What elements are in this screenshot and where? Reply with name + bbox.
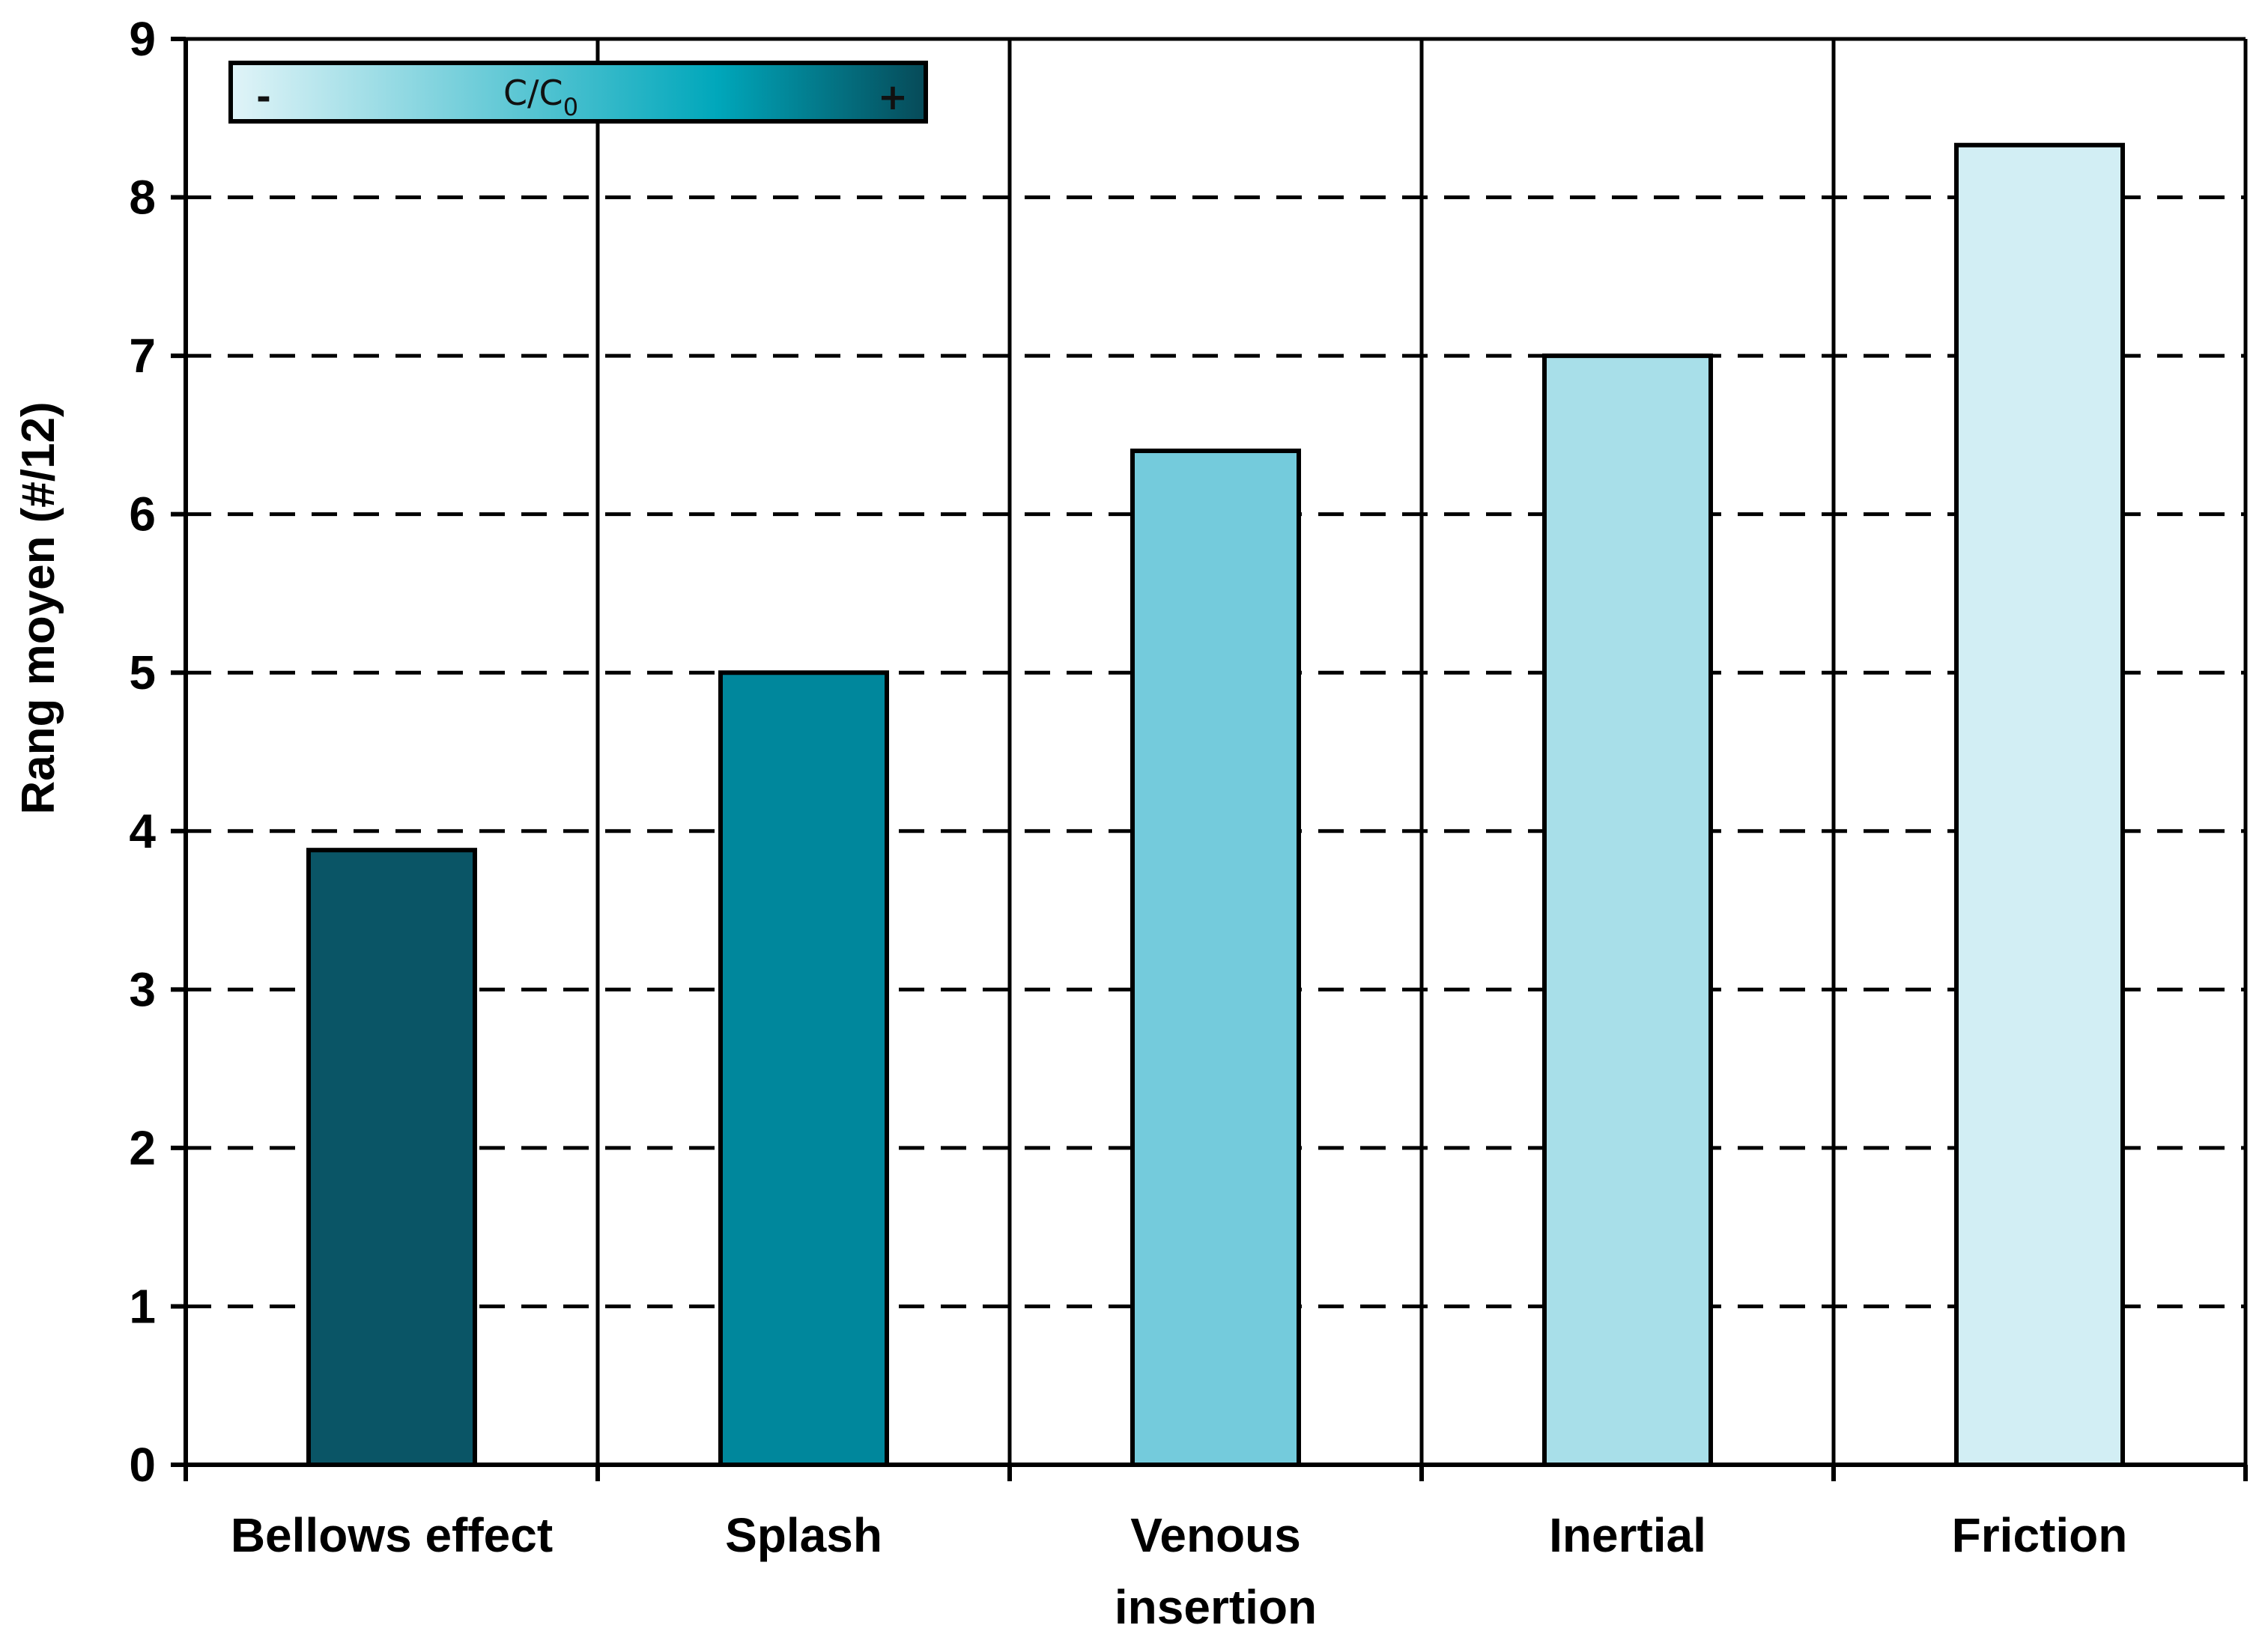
x-category-label: Friction xyxy=(1952,1508,2128,1562)
x-category-label-line: Splash xyxy=(725,1508,882,1562)
legend-title: C/C0 xyxy=(503,73,578,121)
bar-friction xyxy=(1954,142,2125,1468)
category-separators xyxy=(595,39,1836,1465)
y-tick-label-2: 2 xyxy=(129,1121,156,1175)
bar-inertial xyxy=(1542,353,1713,1468)
x-category-label: Inertial xyxy=(1549,1508,1706,1562)
x-category-label-line: Inertial xyxy=(1549,1508,1706,1562)
legend-gradient-bar xyxy=(228,61,928,124)
y-tick-label-7: 7 xyxy=(129,329,156,383)
legend: - C/C0 + xyxy=(228,61,928,124)
legend-title-main: C/C xyxy=(503,73,563,113)
y-tick-labels: 0 1 2 3 4 5 6 7 8 9 xyxy=(129,12,156,1492)
bar-venous-insertion xyxy=(1130,449,1301,1467)
x-category-label-line: Bellows effect xyxy=(231,1508,553,1562)
y-axis-label: Rang moyen (#/12) xyxy=(13,401,64,814)
bar-splash xyxy=(718,670,889,1468)
x-category-label: Venous insertion xyxy=(1115,1508,1317,1634)
y-tick-label-5: 5 xyxy=(129,646,156,699)
y-tick-label-0: 0 xyxy=(129,1438,156,1492)
y-tick-label-9: 9 xyxy=(129,12,156,66)
legend-title-subscript: 0 xyxy=(563,93,578,121)
x-category-labels: Bellows effect Splash Venous insertion Inert… xyxy=(231,1508,2128,1634)
x-category-label: Splash xyxy=(725,1508,882,1562)
x-category-label-line: Friction xyxy=(1952,1508,2128,1562)
bars xyxy=(306,142,2125,1468)
bar-bellows-effect xyxy=(306,848,477,1467)
x-category-label-line: insertion xyxy=(1115,1580,1317,1634)
x-category-label: Bellows effect xyxy=(231,1508,553,1562)
x-category-label-line: Venous xyxy=(1130,1508,1301,1562)
y-tick-label-4: 4 xyxy=(129,804,156,858)
y-tick-label-1: 1 xyxy=(129,1279,156,1333)
legend-plus-symbol: + xyxy=(878,76,908,118)
legend-minus-symbol: - xyxy=(256,76,271,118)
y-tick-label-3: 3 xyxy=(129,962,156,1016)
y-tick-label-6: 6 xyxy=(129,488,156,541)
y-tick-label-8: 8 xyxy=(129,171,156,225)
axes xyxy=(171,37,2248,1481)
